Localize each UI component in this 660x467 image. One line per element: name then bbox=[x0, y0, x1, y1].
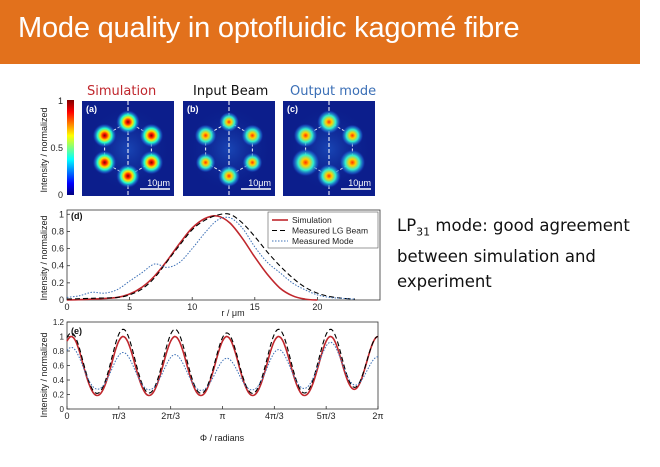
x-tick-label: 0 bbox=[64, 302, 69, 312]
intensity-lobe bbox=[317, 164, 341, 188]
series-line-simulation bbox=[66, 335, 379, 397]
y-tick-label: 1 bbox=[59, 209, 64, 219]
y-tick-label: 0.8 bbox=[53, 347, 65, 356]
chart-e-panel-letter: (e) bbox=[71, 326, 82, 336]
label-simulation: Simulation bbox=[87, 84, 157, 99]
chart-d-xlabel: r / μm bbox=[221, 308, 244, 318]
image-panels: (a) 10μm (b) 10μm (c) 10μm bbox=[82, 101, 375, 196]
x-tick-label: 5π/3 bbox=[317, 411, 336, 421]
colorbar-tick: 0.5 bbox=[50, 143, 63, 153]
panel-letter: (c) bbox=[287, 104, 298, 114]
series-line-measured-lg-beam bbox=[66, 213, 356, 300]
scale-bar-label: 10μm bbox=[348, 178, 371, 188]
x-tick-label: 15 bbox=[250, 302, 260, 312]
intensity-lobe bbox=[92, 123, 117, 148]
legend-entry: Measured LG Beam bbox=[292, 226, 368, 236]
x-tick-label: 0 bbox=[64, 411, 69, 421]
colorbar-tick: 0 bbox=[58, 190, 63, 200]
intensity-lobe bbox=[116, 164, 140, 188]
intensity-lobe bbox=[242, 152, 263, 173]
y-tick-label: 1.2 bbox=[53, 318, 65, 327]
label-input-beam: Input Beam bbox=[193, 84, 269, 99]
y-tick-label: 0.2 bbox=[51, 278, 64, 288]
intensity-lobe bbox=[341, 124, 364, 147]
y-tick-label: 0.2 bbox=[53, 391, 65, 400]
y-tick-label: 1 bbox=[60, 333, 65, 342]
intensity-lobe bbox=[139, 150, 164, 175]
chart-e-xlabel: Φ / radians bbox=[200, 433, 245, 443]
x-tick-label: 5 bbox=[127, 302, 132, 312]
mode-image: (c) 10μm bbox=[283, 101, 375, 196]
intensity-lobe bbox=[194, 124, 217, 147]
plot-frame bbox=[66, 321, 379, 410]
y-tick-label: 0.4 bbox=[53, 376, 65, 385]
legend-entry: Measured Mode bbox=[292, 236, 354, 246]
series-line-simulation bbox=[66, 215, 318, 301]
chart-d-ylabel: Intensity / normalized bbox=[39, 215, 49, 300]
chart-azimuthal-profile: 0 π/3 2π/3 π 4π/3 5π/3 2π 0 0.2 0.4 0.6 0.8 1 1.2 bbox=[53, 318, 384, 421]
intensity-lobe bbox=[241, 124, 264, 147]
intensity-lobe bbox=[317, 110, 341, 134]
y-tick-label: 0.6 bbox=[53, 362, 65, 371]
slide-title: Mode quality in optofluidic kagomé fibre bbox=[18, 12, 520, 44]
mode-subscript: 31 bbox=[416, 225, 431, 239]
intensity-lobe bbox=[293, 123, 318, 148]
scale-bar-label: 10μm bbox=[147, 178, 170, 188]
plot-frame bbox=[66, 209, 381, 301]
chart-d-panel-letter: (d) bbox=[71, 211, 83, 221]
y-tick-label: 0.6 bbox=[51, 244, 64, 254]
y-tick-label: 0.8 bbox=[51, 226, 64, 236]
series-line-measured-mode bbox=[66, 341, 379, 391]
intensity-lobe bbox=[218, 165, 240, 187]
legend-entry: Simulation bbox=[292, 215, 332, 225]
scale-bar-label: 10μm bbox=[248, 178, 271, 188]
label-output-mode: Output mode bbox=[290, 84, 377, 99]
intensity-lobe bbox=[139, 123, 164, 148]
intensity-lobe bbox=[195, 152, 216, 173]
colorbar-tick: 1 bbox=[58, 96, 63, 106]
panel-letter: (a) bbox=[86, 104, 97, 114]
x-tick-label: π/3 bbox=[112, 411, 126, 421]
x-tick-label: 2π/3 bbox=[161, 411, 180, 421]
y-tick-label: 0 bbox=[60, 405, 65, 414]
mode-image: (b) 10μm bbox=[183, 101, 275, 196]
chart-e-ylabel: Intensity / normalized bbox=[39, 332, 49, 417]
x-tick-label: 2π bbox=[372, 411, 383, 421]
intensity-lobe bbox=[219, 112, 239, 132]
annotation-body: mode: good agreement between simulation … bbox=[397, 216, 630, 292]
annotation-text: LP31 mode: good agreement between simula… bbox=[397, 213, 652, 294]
intensity-lobe bbox=[291, 148, 320, 177]
intensity-lobe bbox=[116, 110, 140, 134]
series-line-measured-lg-beam bbox=[66, 328, 379, 394]
x-tick-label: 4π/3 bbox=[265, 411, 284, 421]
x-tick-label: 10 bbox=[187, 302, 197, 312]
legend-box bbox=[267, 211, 379, 249]
colorbar-ylabel: Intensity / normalized bbox=[39, 107, 49, 192]
mode-name: LP bbox=[397, 216, 417, 235]
y-tick-label: 0.4 bbox=[51, 261, 64, 271]
x-tick-label: π bbox=[219, 411, 225, 421]
intensity-lobe bbox=[339, 149, 366, 176]
intensity-lobe bbox=[92, 150, 117, 175]
colorbar bbox=[67, 100, 74, 195]
panel-letter: (b) bbox=[187, 104, 199, 114]
title-bar: Mode quality in optofluidic kagomé fibre bbox=[0, 0, 640, 64]
x-tick-label: 20 bbox=[312, 302, 322, 312]
y-tick-label: 0 bbox=[59, 295, 64, 305]
chart-radial-profile: 0 5 10 15 2000.20.40.60.81SimulationMeasured… bbox=[51, 209, 381, 312]
series-line-measured-mode bbox=[66, 216, 356, 300]
mode-image: (a) 10μm bbox=[82, 101, 174, 196]
